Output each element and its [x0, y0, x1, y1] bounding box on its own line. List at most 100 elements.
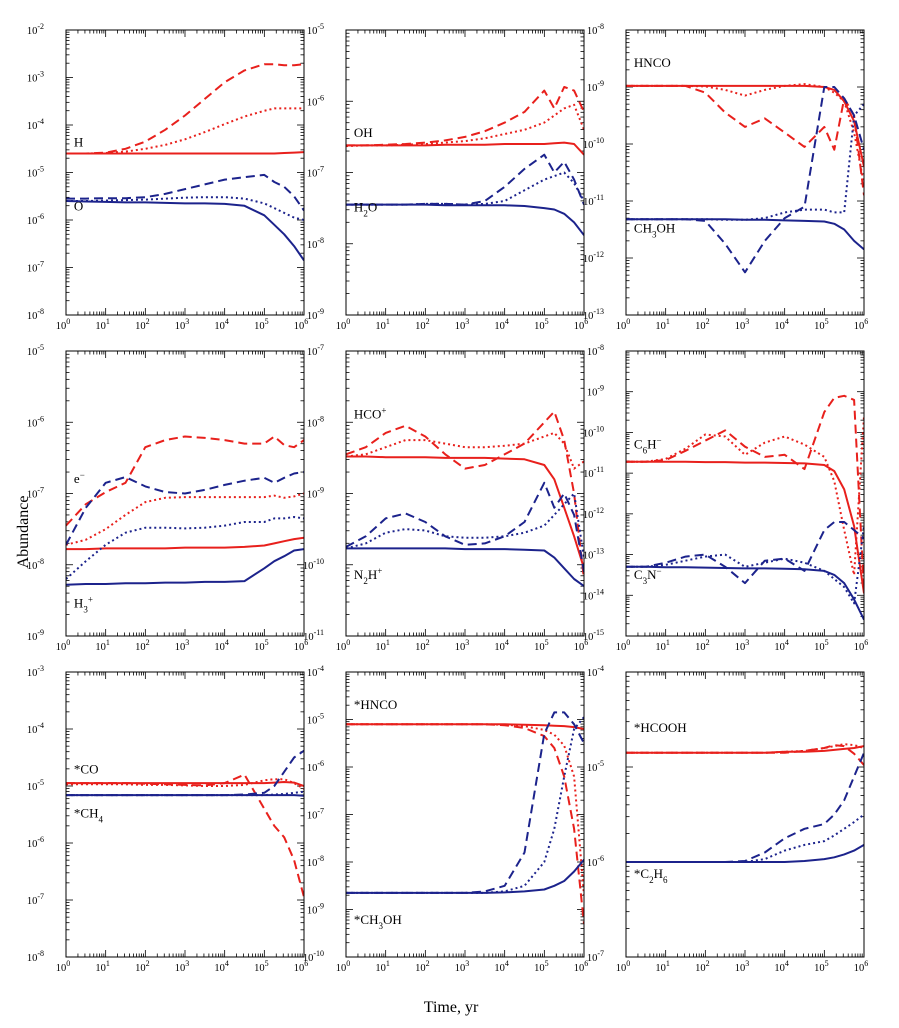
series-hco-plus-dashed-line	[346, 410, 584, 580]
x-tick-label: 103	[175, 638, 190, 653]
series-ice-c2h6-solid-line	[626, 844, 864, 863]
y-tick-label: 10-6	[307, 93, 324, 108]
series-group	[626, 743, 864, 863]
x-tick-label: 104	[774, 317, 789, 332]
x-axis-label: Time, yr	[424, 999, 479, 1016]
x-tick-label: 104	[214, 959, 229, 974]
series-e-minus-solid-line	[66, 536, 304, 551]
y-tick-label: 10-6	[307, 759, 324, 774]
series-group	[626, 83, 864, 274]
y-tick-label: 10-5	[27, 343, 44, 358]
species-label-h3-plus: H3+	[74, 595, 93, 615]
series-ice-ch4-dashed-line	[66, 749, 304, 797]
y-tick-label: 10-8	[27, 949, 44, 964]
y-tick-label: 10-8	[587, 22, 604, 37]
y-axis: 10-11 10-10 10-9 10-8 10-7	[303, 343, 584, 643]
series-ice-c2h6-dashed-line	[626, 752, 864, 863]
panel-5: 100 101 102 103 104 105 10610-1110-1010-910-81…	[303, 343, 588, 653]
x-tick-label: 100	[616, 317, 631, 332]
plot-frame	[65, 350, 305, 637]
series-ice-c2h6-dotted-line	[626, 813, 864, 863]
y-tick-label: 10-12	[583, 506, 604, 521]
y-axis: 10-9 10-8 10-7 10-6 10-5	[27, 343, 304, 643]
plot-frame	[65, 671, 305, 958]
x-axis: 100 101 102 103 104 105 106	[616, 30, 868, 332]
x-tick-label: 105	[814, 959, 829, 974]
x-tick-label: 102	[695, 959, 710, 974]
x-tick-label: 100	[56, 317, 71, 332]
species-label-o: O	[74, 199, 83, 214]
x-tick-label: 100	[56, 959, 71, 974]
species-label-ice-hcooh: *HCOOH	[634, 720, 687, 735]
x-tick-label: 105	[254, 317, 269, 332]
x-tick-label: 101	[95, 638, 110, 653]
x-tick-label: 104	[214, 638, 229, 653]
series-group	[346, 410, 584, 587]
species-label-hco-plus: HCO+	[354, 406, 387, 422]
x-tick-label: 101	[95, 317, 110, 332]
series-ice-co-dashed-line	[66, 773, 304, 898]
x-axis: 100 101 102 103 104 105 106	[336, 351, 588, 653]
y-tick-label: 10-8	[307, 854, 324, 869]
y-tick-label: 10-4	[27, 117, 44, 132]
y-tick-label: 10-10	[583, 136, 604, 151]
series-h-dashed-line	[66, 63, 304, 155]
y-tick-label: 10-14	[583, 587, 604, 602]
series-c6h-minus-solid-line	[626, 460, 864, 594]
series-group	[626, 394, 864, 621]
species-label-c6h-minus: C6H−	[634, 436, 662, 456]
panel-7: 100 101 102 103 104 105 10610-810-710-610-510-…	[27, 664, 308, 974]
species-label-ice-co: *CO	[74, 761, 99, 776]
x-tick-label: 105	[814, 317, 829, 332]
x-tick-label: 103	[455, 638, 470, 653]
x-tick-label: 100	[336, 317, 351, 332]
y-axis: 10-7 10-6 10-5 10-4	[587, 664, 864, 964]
series-c6h-minus-dashed-line	[626, 394, 864, 592]
y-tick-label: 10-6	[27, 414, 44, 429]
x-tick-label: 100	[336, 959, 351, 974]
series-oh-dashed-line	[346, 86, 584, 147]
series-hco-plus-dotted-line	[346, 431, 584, 470]
y-tick-label: 10-2	[27, 22, 44, 37]
y-tick-label: 10-10	[303, 949, 324, 964]
x-tick-label: 105	[534, 317, 549, 332]
series-h3-plus-dotted-line	[66, 516, 304, 580]
species-label-h: H	[74, 134, 83, 149]
species-label-ice-c2h6: *C2H6	[634, 866, 668, 885]
y-tick-label: 10-7	[27, 260, 44, 275]
plot-frame	[625, 350, 865, 637]
series-e-minus-dashed-line	[66, 435, 304, 527]
x-tick-label: 102	[415, 638, 430, 653]
x-tick-label: 105	[534, 959, 549, 974]
series-h2o-solid-line	[346, 203, 584, 236]
x-tick-label: 105	[814, 638, 829, 653]
x-tick-label: 104	[494, 638, 508, 653]
series-hnco-dashed-line	[626, 84, 864, 196]
x-tick-label: 103	[175, 959, 190, 974]
series-ch3oh-dotted-line	[626, 103, 864, 221]
y-axis: 10-9 10-8 10-7 10-6 10-5	[307, 22, 584, 322]
series-e-minus-dotted-line	[66, 492, 304, 546]
x-tick-label: 106	[574, 317, 589, 332]
y-tick-label: 10-11	[583, 193, 604, 208]
x-tick-label: 101	[655, 317, 670, 332]
y-tick-label: 10-5	[27, 778, 44, 793]
y-tick-label: 10-8	[307, 236, 324, 251]
series-ice-ch3oh-dashed-line	[346, 711, 584, 894]
y-tick-label: 10-12	[583, 250, 604, 265]
x-tick-label: 100	[616, 959, 631, 974]
y-axis: 10-10 10-9 10-8 10-7 10-6 10-5 10-4	[303, 664, 584, 964]
x-tick-label: 101	[95, 959, 110, 974]
plot-frame	[65, 29, 305, 316]
plot-frame	[345, 350, 585, 637]
x-tick-label: 101	[375, 317, 390, 332]
x-tick-label: 102	[135, 317, 150, 332]
x-tick-label: 102	[415, 317, 430, 332]
species-label-n2h-plus: N2H+	[354, 566, 382, 586]
series-ice-hcooh-dotted-line	[626, 743, 864, 754]
x-tick-label: 101	[375, 959, 390, 974]
y-tick-label: 10-3	[27, 664, 44, 679]
x-tick-label: 106	[294, 959, 309, 974]
series-h2o-dashed-line	[346, 153, 584, 206]
y-tick-label: 10-9	[587, 384, 604, 399]
